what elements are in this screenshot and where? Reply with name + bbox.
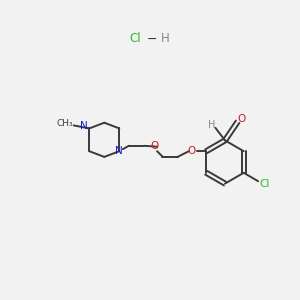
Text: O: O (238, 114, 246, 124)
Text: N: N (116, 146, 123, 156)
Text: CH₃: CH₃ (57, 119, 74, 128)
Text: H: H (160, 32, 169, 46)
Text: Cl: Cl (260, 178, 270, 189)
Text: H: H (208, 120, 215, 130)
Text: O: O (151, 141, 159, 151)
Text: Cl: Cl (129, 32, 141, 46)
Text: O: O (187, 146, 195, 156)
Text: N: N (80, 121, 88, 131)
Text: −: − (146, 32, 157, 46)
